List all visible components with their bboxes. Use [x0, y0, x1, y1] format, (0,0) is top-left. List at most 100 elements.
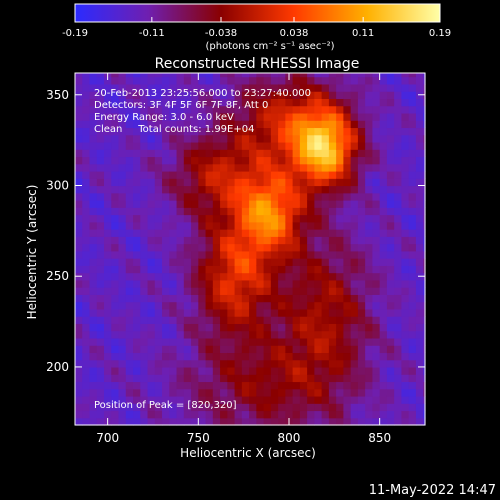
heatmap-cell	[176, 192, 185, 201]
heatmap-cell	[75, 112, 83, 121]
heatmap-cell	[357, 98, 366, 107]
heatmap-cell	[415, 395, 424, 404]
heatmap-cell	[379, 170, 388, 179]
heatmap-cell	[75, 265, 83, 274]
heatmap-cell	[140, 83, 149, 92]
heatmap-cell	[111, 388, 120, 397]
heatmap-cell	[350, 381, 359, 390]
heatmap-cell	[386, 316, 395, 324]
heatmap-cell	[415, 134, 424, 143]
heatmap-cell	[372, 403, 381, 412]
heatmap-cell	[343, 243, 352, 252]
heatmap-cell	[212, 316, 221, 324]
heatmap-cell	[125, 250, 134, 259]
heatmap-cell	[212, 156, 221, 165]
heatmap-cell	[270, 134, 279, 143]
heatmap-cell	[408, 221, 417, 230]
heatmap-cell	[162, 156, 170, 165]
heatmap-cell	[394, 395, 403, 404]
heatmap-cell	[140, 330, 149, 339]
heatmap-cell	[365, 120, 374, 129]
heatmap-cell	[292, 366, 301, 375]
heatmap-cell	[133, 287, 141, 295]
heatmap-cell	[372, 345, 381, 354]
heatmap-cell	[183, 403, 192, 412]
heatmap-cell	[249, 330, 257, 339]
heatmap-cell	[415, 127, 424, 136]
heatmap-cell	[205, 265, 214, 274]
heatmap-cell	[205, 98, 214, 107]
heatmap-cell	[241, 98, 250, 107]
heatmap-cell	[154, 185, 163, 194]
heatmap-cell	[423, 112, 426, 121]
heatmap-cell	[394, 127, 403, 136]
heatmap-cell	[314, 207, 323, 216]
heatmap-cell	[285, 149, 294, 158]
heatmap-cell	[343, 91, 352, 100]
heatmap-cell	[263, 403, 272, 412]
heatmap-cell	[270, 163, 279, 172]
heatmap-cell	[75, 214, 83, 223]
heatmap-cell	[183, 156, 192, 165]
heatmap-cell	[408, 301, 417, 310]
heatmap-cell	[176, 258, 185, 266]
heatmap-cell	[299, 170, 308, 179]
heatmap-cell	[285, 120, 294, 129]
heatmap-cell	[365, 250, 374, 259]
heatmap-cell	[82, 359, 91, 368]
heatmap-cell	[285, 127, 294, 136]
heatmap-cell	[372, 229, 381, 237]
heatmap-cell	[104, 330, 112, 339]
heatmap-cell	[423, 395, 426, 404]
heatmap-cell	[183, 221, 192, 230]
heatmap-cell	[220, 127, 228, 136]
heatmap-cell	[401, 76, 410, 85]
heatmap-cell	[220, 359, 228, 368]
heatmap-cell	[147, 388, 156, 397]
heatmap-cell	[307, 149, 315, 158]
heatmap-cell	[212, 120, 221, 129]
heatmap-cell	[423, 337, 426, 346]
heatmap-cell	[394, 141, 403, 150]
heatmap-cell	[198, 134, 207, 143]
heatmap-cell	[328, 185, 337, 194]
heatmap-cell	[104, 214, 112, 223]
heatmap-cell	[270, 279, 279, 288]
heatmap-cell	[227, 91, 236, 100]
heatmap-cell	[314, 308, 323, 317]
heatmap-cell	[133, 323, 141, 332]
heatmap-cell	[82, 403, 91, 412]
heatmap-cell	[343, 388, 352, 397]
heatmap-cell	[111, 294, 120, 303]
heatmap-cell	[423, 229, 426, 237]
heatmap-cell	[321, 83, 330, 92]
heatmap-cell	[169, 366, 178, 375]
heatmap-cell	[154, 192, 163, 201]
heatmap-cell	[89, 316, 98, 324]
heatmap-cell	[408, 308, 417, 317]
heatmap-cell	[263, 323, 272, 332]
heatmap-cell	[394, 366, 403, 375]
heatmap-cell	[256, 98, 265, 107]
heatmap-cell	[372, 417, 381, 426]
heatmap-cell	[292, 76, 301, 85]
heatmap-cell	[140, 214, 149, 223]
heatmap-cell	[104, 388, 112, 397]
heatmap-cell	[270, 170, 279, 179]
heatmap-cell	[241, 330, 250, 339]
heatmap-cell	[227, 141, 236, 150]
heatmap-cell	[386, 105, 395, 114]
heatmap-cell	[89, 120, 98, 129]
heatmap-cell	[191, 127, 199, 136]
heatmap-cell	[191, 410, 199, 419]
heatmap-cell	[118, 294, 127, 303]
heatmap-cell	[176, 127, 185, 136]
heatmap-cell	[154, 323, 163, 332]
heatmap-cell	[140, 98, 149, 107]
heatmap-cell	[357, 323, 366, 332]
heatmap-cell	[372, 258, 381, 266]
heatmap-cell	[125, 83, 134, 92]
heatmap-cell	[133, 308, 141, 317]
heatmap-cell	[191, 149, 199, 158]
heatmap-cell	[365, 170, 374, 179]
